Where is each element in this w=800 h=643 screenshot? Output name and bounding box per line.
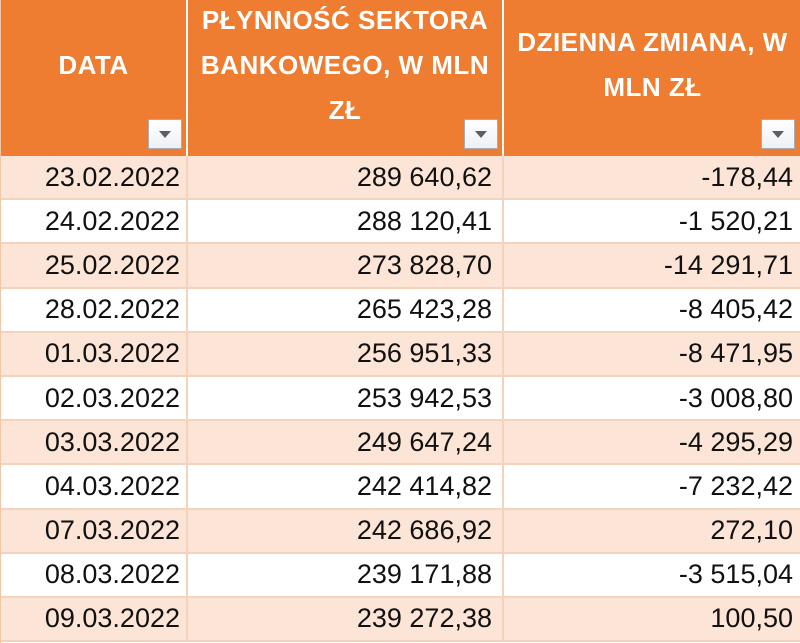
table-row: 01.03.2022 256 951,33 -8 471,95 — [1, 332, 800, 377]
cell-liquidity[interactable]: 239 272,38 — [188, 597, 504, 641]
table-row: 03.03.2022 249 647,24 -4 295,29 — [1, 421, 800, 466]
cell-daily-change[interactable]: -8 471,95 — [678, 338, 793, 369]
cell-liquidity[interactable]: 256 951,33 — [188, 332, 504, 375]
filter-dropdown-arrow-icon — [475, 130, 487, 138]
table-row: 04.03.2022 242 414,82 -7 232,42 — [1, 465, 800, 510]
cell-daily-change[interactable]: 100,50 — [710, 603, 793, 634]
cell-date[interactable]: 24.02.2022 — [1, 200, 188, 243]
table-header-row: DATA PŁYNNOŚĆ SEKTORA BANKOWEGO, W MLN Z… — [1, 0, 800, 156]
table-row: 09.03.2022 239 272,38 100,50 — [1, 597, 800, 643]
cell-date[interactable]: 02.03.2022 — [1, 376, 188, 420]
cell-liquidity[interactable]: 289 640,62 — [188, 156, 504, 199]
cell-daily-change[interactable]: 272,10 — [710, 515, 793, 546]
filter-dropdown-button-daily-change[interactable] — [761, 119, 795, 149]
table-row: 28.02.2022 265 423,28 -8 405,42 — [1, 288, 800, 333]
cell-date[interactable]: 28.02.2022 — [1, 288, 188, 331]
cell-date[interactable]: 07.03.2022 — [1, 509, 188, 552]
table-row: 25.02.2022 273 828,70 -14 291,71 — [1, 244, 800, 289]
cell-date[interactable]: 03.03.2022 — [1, 421, 188, 464]
cell-date[interactable]: 25.02.2022 — [1, 244, 188, 287]
cell-daily-change[interactable]: -3 008,80 — [678, 382, 793, 413]
cell-liquidity[interactable]: 288 120,41 — [188, 200, 504, 243]
cell-liquidity[interactable]: 253 942,53 — [188, 376, 504, 420]
filter-dropdown-arrow-icon — [772, 130, 784, 138]
cell-date[interactable]: 01.03.2022 — [1, 332, 188, 375]
cell-liquidity[interactable]: 249 647,24 — [188, 421, 504, 464]
cell-liquidity[interactable]: 242 686,92 — [188, 509, 504, 552]
filter-dropdown-button-date[interactable] — [148, 119, 182, 149]
table-row: 24.02.2022 288 120,41 -1 520,21 — [1, 200, 800, 245]
cell-liquidity[interactable]: 239 171,88 — [188, 553, 504, 596]
column-header-label: DATA — [58, 49, 129, 80]
cell-daily-change[interactable]: -4 295,29 — [678, 426, 793, 457]
cell-daily-change[interactable]: -1 520,21 — [678, 205, 793, 236]
column-header-label: PŁYNNOŚĆ SEKTORA BANKOWEGO, W MLN ZŁ — [200, 4, 490, 125]
cell-date[interactable]: 08.03.2022 — [1, 553, 188, 596]
filter-dropdown-button-liquidity[interactable] — [464, 119, 498, 149]
filter-dropdown-arrow-icon — [159, 130, 171, 138]
cell-daily-change[interactable]: -7 232,42 — [678, 470, 793, 501]
cell-date[interactable]: 09.03.2022 — [1, 597, 188, 641]
cell-liquidity[interactable]: 265 423,28 — [188, 288, 504, 331]
cell-daily-change[interactable]: -178,44 — [701, 161, 793, 192]
cell-liquidity[interactable]: 273 828,70 — [188, 244, 504, 287]
cell-daily-change[interactable]: -14 291,71 — [663, 249, 793, 280]
cell-date[interactable]: 23.02.2022 — [1, 156, 188, 199]
column-header-date: DATA — [1, 0, 188, 156]
table-row: 23.02.2022 289 640,62 -178,44 — [1, 156, 800, 201]
cell-daily-change[interactable]: -3 515,04 — [678, 559, 793, 590]
table-row: 02.03.2022 253 942,53 -3 008,80 — [1, 376, 800, 422]
table-row: 08.03.2022 239 171,88 -3 515,04 — [1, 553, 800, 598]
cell-daily-change[interactable]: -8 405,42 — [678, 294, 793, 325]
table-row: 07.03.2022 242 686,92 272,10 — [1, 509, 800, 554]
cell-date[interactable]: 04.03.2022 — [1, 465, 188, 508]
column-header-daily-change: DZIENNA ZMIANA, W MLN ZŁ — [504, 0, 800, 156]
table-body: 23.02.2022 289 640,62 -178,44 24.02.2022… — [1, 156, 800, 643]
cell-liquidity[interactable]: 242 414,82 — [188, 465, 504, 508]
column-header-label: DZIENNA ZMIANA, W MLN ZŁ — [517, 27, 788, 102]
column-header-liquidity: PŁYNNOŚĆ SEKTORA BANKOWEGO, W MLN ZŁ — [188, 0, 504, 156]
